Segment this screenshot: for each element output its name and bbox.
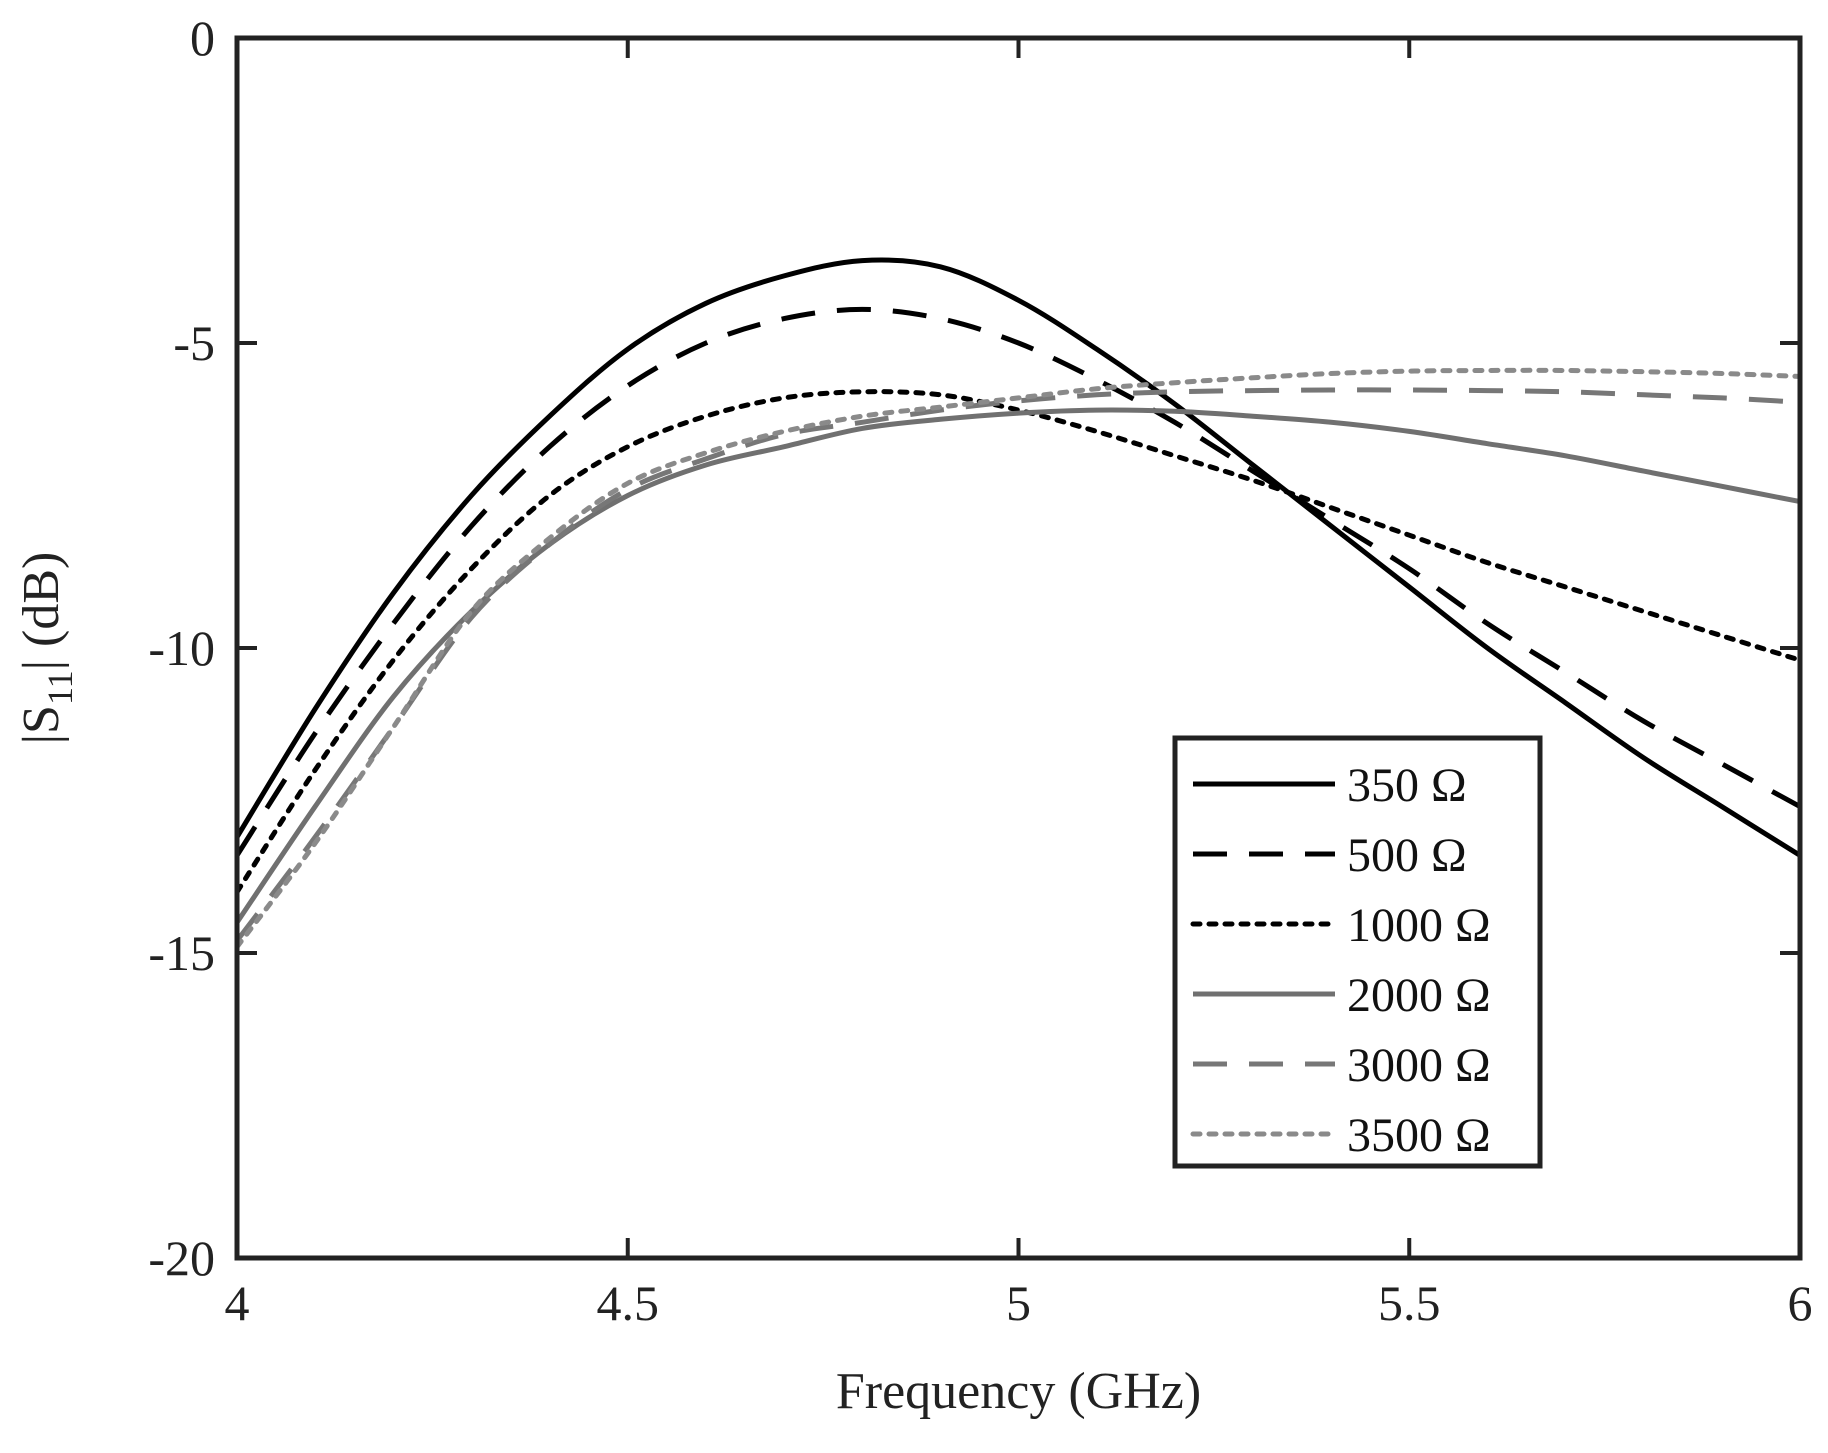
series-line-1 (234, 306, 1802, 857)
x-tick-label-3: 5.5 (1378, 1275, 1441, 1331)
y-axis-title-part1: |S (13, 705, 70, 744)
x-tick-label-1: 4.5 (597, 1275, 660, 1331)
y-tick-label-0: 0 (190, 10, 215, 66)
legend-box (1172, 735, 1543, 1169)
legend-label-5: 3500 Ω (1347, 1109, 1491, 1162)
series-line-4 (235, 387, 1801, 943)
series-layer (234, 257, 1803, 950)
legend-label-3: 2000 Ω (1347, 969, 1491, 1022)
legend-label-1: 500 Ω (1347, 829, 1467, 882)
series-line-3 (234, 407, 1801, 924)
series-line-5 (234, 367, 1803, 950)
y-axis-title-part2: | (dB) (13, 552, 70, 671)
legend-label-2: 1000 Ω (1347, 899, 1491, 952)
legend-label-4: 3000 Ω (1347, 1039, 1491, 1092)
x-tick-label-4: 6 (1788, 1275, 1813, 1331)
ticks-layer: 4 4.5 5 5.5 6 0 -5 -10 -15 -20 (148, 10, 1812, 1331)
y-tick-label-2: -10 (148, 620, 215, 676)
x-tick-label-0: 4 (225, 1275, 250, 1331)
x-axis-title: Frequency (GHz) (836, 1363, 1201, 1420)
series-line-2 (234, 389, 1803, 895)
y-tick-label-3: -15 (148, 925, 215, 981)
y-tick-label-1: -5 (173, 315, 215, 371)
legend-label-0: 350 Ω (1347, 759, 1467, 812)
legend-entries: 350 Ω 500 Ω 1000 Ω 2000 Ω 3000 Ω 3500 Ω (1190, 759, 1491, 1162)
y-tick-label-4: -20 (148, 1230, 215, 1286)
y-axis-title-subscript: 11 (40, 670, 80, 705)
series-line-0 (234, 257, 1802, 858)
x-tick-label-2: 5 (1006, 1275, 1031, 1331)
y-axis-title: |S11| (dB) (13, 552, 80, 745)
legend: 350 Ω 500 Ω 1000 Ω 2000 Ω 3000 Ω 3500 Ω (1172, 735, 1543, 1169)
